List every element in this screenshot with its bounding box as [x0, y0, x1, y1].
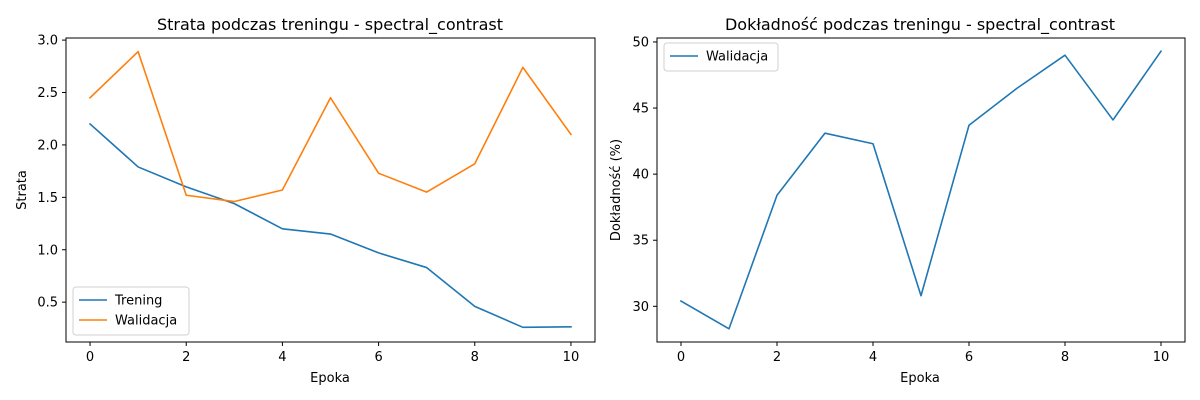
legend: Walidacja	[663, 42, 779, 72]
x-tick-label: 4	[278, 350, 286, 365]
y-tick-label: 35	[632, 234, 649, 249]
loss-chart: Strata podczas treningu - spectral_contr…	[15, 15, 596, 386]
x-ticks: 0 2 4 6 8 10	[677, 342, 1169, 365]
y-ticks: 0.5 1.0 1.5 2.0 2.5 3.0	[37, 34, 66, 311]
x-tick-label: 4	[869, 350, 877, 365]
x-tick-label: 8	[1061, 350, 1069, 365]
y-tick-label: 2.0	[37, 138, 58, 153]
y-tick-label: 3.0	[37, 34, 58, 49]
x-tick-label: 8	[471, 350, 479, 365]
x-tick-label: 0	[86, 350, 94, 365]
y-tick-label: 45	[632, 102, 649, 117]
legend-frame	[663, 42, 779, 72]
x-axis-label: Epoka	[310, 371, 350, 386]
x-ticks: 0 2 4 6 8 10	[86, 342, 579, 365]
accuracy-chart: Dokładność podczas treningu - spectral_c…	[609, 15, 1186, 386]
x-tick-label: 10	[563, 350, 580, 365]
legend-label: Walidacja	[706, 50, 768, 65]
x-tick-label: 2	[773, 350, 781, 365]
legend-frame	[72, 286, 190, 336]
x-tick-label: 0	[677, 350, 685, 365]
y-tick-label: 40	[632, 168, 649, 183]
x-tick-label: 10	[1153, 350, 1170, 365]
y-tick-label: 1.0	[37, 243, 58, 258]
y-tick-label: 50	[632, 35, 649, 50]
y-ticks: 30 35 40 45 50	[632, 35, 657, 315]
x-tick-label: 6	[374, 350, 382, 365]
y-tick-label: 0.5	[37, 296, 58, 311]
x-tick-label: 6	[965, 350, 973, 365]
y-axis-label: Strata	[15, 170, 30, 210]
x-axis-label: Epoka	[900, 371, 940, 386]
plot-frame	[65, 37, 596, 343]
y-axis-label: Dokładność (%)	[609, 139, 624, 241]
plot-marks	[679, 50, 1163, 330]
y-tick-label: 30	[632, 300, 649, 315]
legend: Trening Walidacja	[72, 286, 190, 336]
chart-title: Strata podczas treningu - spectral_contr…	[157, 15, 503, 35]
legend-label: Walidacja	[115, 314, 177, 329]
chart-title: Dokładność podczas treningu - spectral_c…	[725, 15, 1115, 35]
y-tick-label: 2.5	[37, 86, 58, 101]
legend-label: Trening	[114, 294, 162, 309]
x-tick-label: 2	[182, 350, 190, 365]
plot-frame	[656, 37, 1186, 343]
y-tick-label: 1.5	[37, 191, 58, 206]
plot-marks	[88, 50, 573, 329]
